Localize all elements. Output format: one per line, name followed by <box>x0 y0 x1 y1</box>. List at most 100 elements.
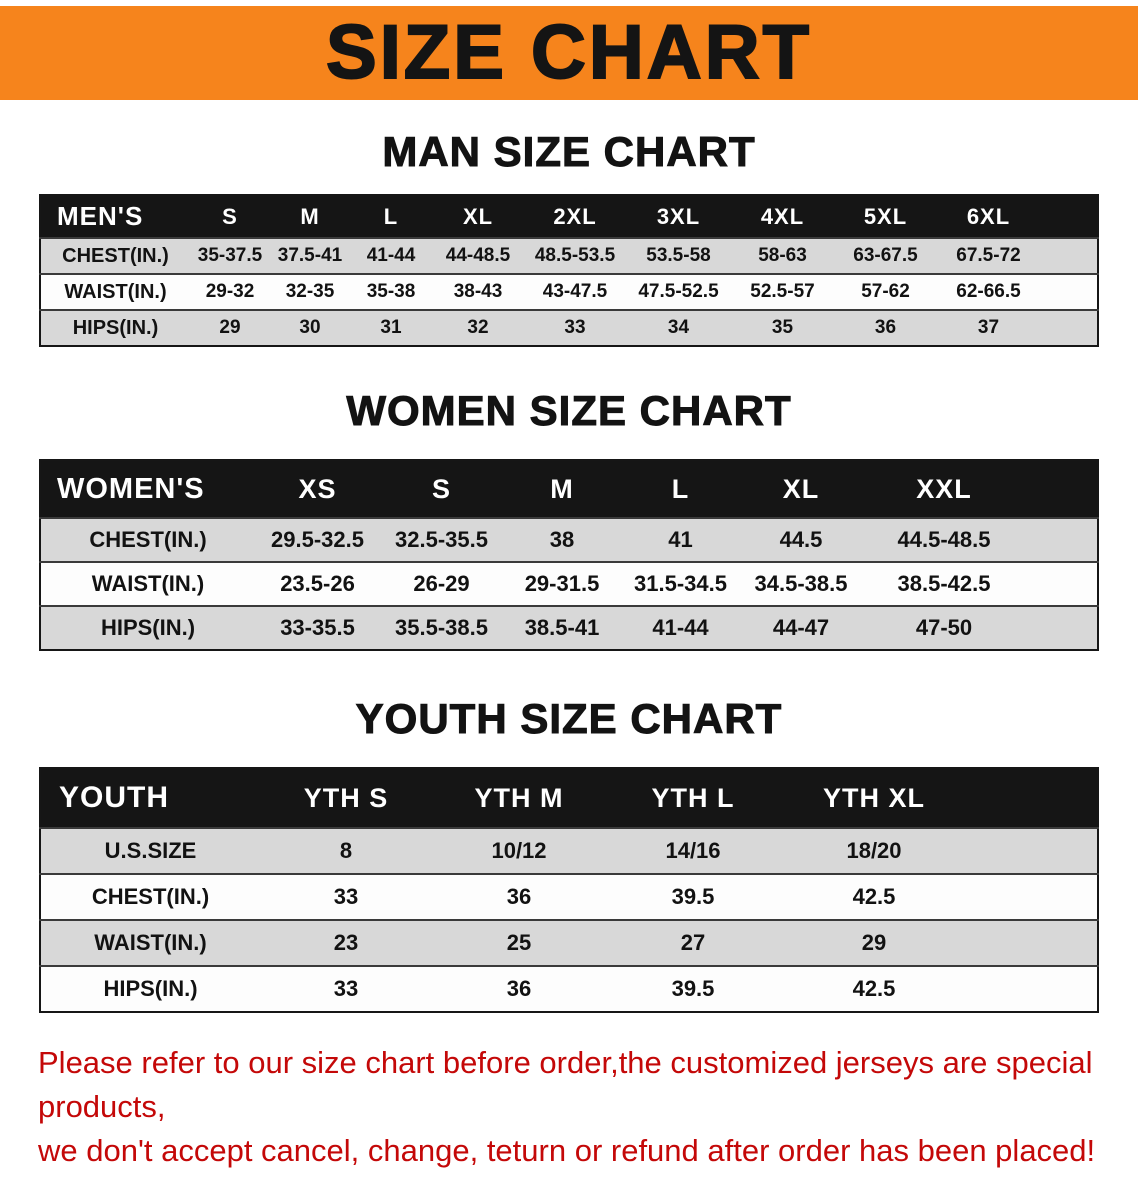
size-column-header: XL <box>740 460 862 519</box>
size-value: 41-44 <box>652 615 709 641</box>
size-value: 38.5-42.5 <box>897 571 991 597</box>
size-value: 23 <box>333 930 359 956</box>
youth-size-table: YOUTH YTH S YTH M YTH L YTH XL U.S.SIZE … <box>39 767 1099 1014</box>
row-label: U.S.SIZE <box>104 838 197 864</box>
men-size-chart-section: MAN SIZE CHART MEN'S S M L XL 2XL 3XL 4X… <box>0 129 1138 348</box>
size-value: 35-38 <box>366 281 416 303</box>
disclaimer-line-2: we don't accept cancel, change, teturn o… <box>38 1133 1096 1169</box>
size-value: 41-44 <box>366 245 416 267</box>
size-value: 26-29 <box>413 571 470 597</box>
size-value: 34.5-38.5 <box>754 571 848 597</box>
size-value: 29 <box>861 930 887 956</box>
table-row: HIPS(IN.) 29 30 31 32 33 34 35 36 37 <box>40 310 1098 347</box>
women-size-table: WOMEN'S XS S M L XL XXL CHEST(IN.) 29.5-… <box>39 459 1099 652</box>
table-row: CHEST(IN.) 29.5-32.5 32.5-35.5 38 41 44.… <box>40 518 1098 563</box>
size-value: 33-35.5 <box>280 615 355 641</box>
size-column-header: XXL <box>862 460 1098 519</box>
row-label: WAIST(IN.) <box>64 280 167 303</box>
size-value: 14/16 <box>665 838 721 864</box>
size-value: 44-48.5 <box>445 245 511 267</box>
size-value: 44.5 <box>779 527 823 553</box>
youth-size-chart-section: YOUTH SIZE CHART YOUTH YTH S YTH M YTH L… <box>0 695 1138 1014</box>
banner: SIZE CHART <box>0 6 1138 100</box>
size-column-header: XL <box>432 195 524 239</box>
row-label: CHEST(IN.) <box>91 884 210 910</box>
size-value: 62-66.5 <box>956 281 1021 303</box>
size-column-header: M <box>503 460 621 519</box>
size-column-header: S <box>190 195 270 239</box>
table-row: HIPS(IN.) 33-35.5 35.5-38.5 38.5-41 41-4… <box>40 606 1098 651</box>
size-value: 33 <box>564 317 586 339</box>
row-label: WAIST(IN.) <box>94 930 207 956</box>
size-value: 43-47.5 <box>542 281 608 303</box>
size-value: 63-67.5 <box>853 245 918 267</box>
men-table-header-row: MEN'S S M L XL 2XL 3XL 4XL 5XL 6XL <box>40 195 1098 239</box>
table-row: U.S.SIZE 8 10/12 14/16 18/20 <box>40 828 1098 875</box>
size-value: 29.5-32.5 <box>271 527 364 553</box>
row-label: CHEST(IN.) <box>62 244 169 267</box>
size-value: 36 <box>506 884 532 910</box>
size-column-header: 2XL <box>524 195 626 239</box>
women-table-corner-label: WOMEN'S <box>40 460 255 519</box>
size-column-header: 5XL <box>834 195 937 239</box>
women-size-chart-section: WOMEN SIZE CHART WOMEN'S XS S M L XL XXL <box>0 387 1138 652</box>
size-value: 31 <box>380 317 402 339</box>
size-value: 33 <box>333 976 359 1002</box>
size-value: 25 <box>506 930 532 956</box>
size-value: 41 <box>668 527 693 553</box>
size-value: 47-50 <box>915 615 973 641</box>
size-value: 23.5-26 <box>280 571 355 597</box>
size-column-header: 6XL <box>937 195 1098 239</box>
women-section-heading: WOMEN SIZE CHART <box>346 387 792 435</box>
size-value: 44.5-48.5 <box>897 527 991 553</box>
youth-section-heading: YOUTH SIZE CHART <box>355 695 783 743</box>
size-column-header: M <box>270 195 350 239</box>
row-label: HIPS(IN.) <box>100 615 196 641</box>
row-label: WAIST(IN.) <box>91 571 205 597</box>
size-value: 47.5-52.5 <box>638 281 719 303</box>
size-column-header: XS <box>255 460 380 519</box>
page-title: SIZE CHART <box>325 10 812 95</box>
disclaimer-line-1: Please refer to our size chart before or… <box>38 1045 1093 1125</box>
size-value: 32 <box>467 317 489 339</box>
size-value: 31.5-34.5 <box>634 571 727 597</box>
table-row: CHEST(IN.) 33 36 39.5 42.5 <box>40 874 1098 921</box>
size-column-header: YTH L <box>606 768 780 829</box>
size-value: 42.5 <box>852 976 896 1002</box>
row-label: HIPS(IN.) <box>72 316 159 339</box>
size-value: 8 <box>339 838 353 864</box>
table-row: WAIST(IN.) 23 25 27 29 <box>40 920 1098 967</box>
youth-table-header-row: YOUTH YTH S YTH M YTH L YTH XL <box>40 768 1098 829</box>
size-value: 37 <box>977 317 1000 339</box>
size-column-header: YTH XL <box>780 768 1098 829</box>
size-value: 58-63 <box>758 245 807 267</box>
size-value: 42.5 <box>852 884 896 910</box>
size-value: 37.5-41 <box>277 245 343 267</box>
youth-table-corner-label: YOUTH <box>40 768 260 829</box>
size-value: 29-31.5 <box>524 571 600 597</box>
size-value: 33 <box>333 884 359 910</box>
size-value: 48.5-53.5 <box>534 245 616 267</box>
size-value: 36 <box>874 317 897 339</box>
size-value: 18/20 <box>846 838 902 864</box>
size-value: 57-62 <box>861 281 910 303</box>
size-value: 38 <box>549 527 575 553</box>
size-value: 38-43 <box>453 281 503 303</box>
size-value: 34 <box>667 317 690 339</box>
table-row: CHEST(IN.) 35-37.5 37.5-41 41-44 44-48.5… <box>40 238 1098 275</box>
size-value: 67.5-72 <box>956 245 1021 267</box>
size-value: 29 <box>219 317 241 339</box>
size-column-header: 3XL <box>626 195 731 239</box>
size-value: 36 <box>506 976 532 1002</box>
size-column-header: S <box>380 460 503 519</box>
table-row: WAIST(IN.) 23.5-26 26-29 29-31.5 31.5-34… <box>40 562 1098 607</box>
table-row: HIPS(IN.) 33 36 39.5 42.5 <box>40 966 1098 1013</box>
size-value: 35 <box>771 317 794 339</box>
size-column-header: 4XL <box>731 195 834 239</box>
men-table-corner-label: MEN'S <box>40 195 190 239</box>
size-value: 35.5-38.5 <box>395 615 488 641</box>
size-value: 32-35 <box>285 281 335 303</box>
size-column-header: YTH S <box>260 768 432 829</box>
size-value: 44-47 <box>772 615 830 641</box>
